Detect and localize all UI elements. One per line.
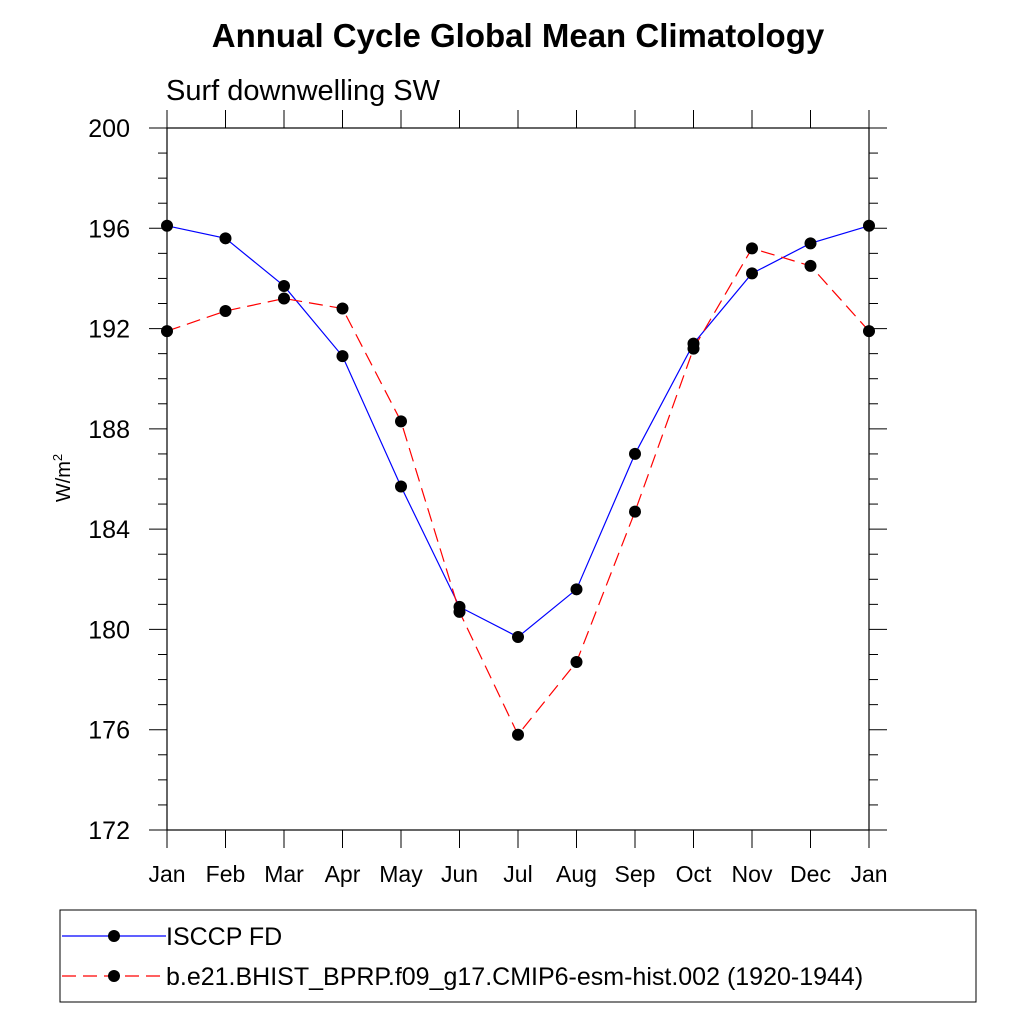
x-tick-labels: Jan Feb Mar Apr May Jun Jul Aug Sep Oct Nov Dec Jan (148, 861, 887, 887)
y-tick-label: 176 (88, 717, 130, 745)
y-tick-label: 188 (88, 416, 130, 444)
data-point-series-2 (687, 342, 700, 355)
chart-subtitle: Surf downwelling SW (166, 75, 441, 107)
x-tick-label: Aug (556, 861, 597, 887)
data-point-series-2 (219, 305, 232, 318)
data-point-series-1 (278, 279, 290, 292)
series-layer (161, 219, 875, 741)
data-point-series-1 (512, 630, 524, 643)
y-axis-label: W/m2 (50, 454, 75, 502)
data-point-series-2 (570, 656, 583, 669)
y-tick-label: 172 (88, 817, 130, 845)
data-point-series-2 (395, 415, 407, 428)
x-tick-label: May (379, 861, 423, 887)
data-point-series-1 (161, 219, 173, 232)
data-point-series-2 (629, 505, 641, 518)
data-point-series-2 (336, 302, 349, 315)
data-point-series-1 (629, 447, 641, 460)
x-tick-label: Apr (325, 861, 361, 887)
data-point-series-2 (278, 292, 290, 305)
data-point-series-1 (804, 237, 817, 250)
data-point-series-1 (863, 219, 875, 232)
series-line-1 (166, 225, 870, 638)
y-axis-label-text: W/m (53, 461, 75, 502)
legend-box (59, 909, 977, 1003)
x-tick-label: Mar (264, 861, 304, 887)
y-tick-label: 192 (88, 316, 130, 344)
data-point-series-1 (395, 480, 407, 493)
legend-label-1: ISCCP FD (166, 923, 282, 951)
axis-ticks (149, 110, 887, 848)
y-tick-label: 184 (88, 516, 130, 544)
data-point-series-2 (453, 605, 466, 618)
x-tick-label: Oct (676, 861, 712, 887)
svg-text:W/m2: W/m2 (50, 454, 75, 502)
x-tick-label: Feb (206, 861, 246, 887)
legend-marker-1 (108, 930, 120, 942)
legend-label-2: b.e21.BHIST_BPRP.f09_g17.CMIP6-esm-hist.… (166, 963, 863, 991)
plot-frame (166, 127, 870, 831)
x-tick-label: Nov (732, 861, 773, 887)
data-point-series-2 (161, 325, 173, 338)
data-point-series-1 (570, 583, 583, 596)
x-tick-label: Jan (850, 861, 887, 887)
data-point-series-2 (512, 728, 524, 741)
data-point-series-1 (746, 267, 758, 280)
data-point-series-2 (804, 259, 817, 272)
chart-title: Annual Cycle Global Mean Climatology (212, 17, 825, 54)
x-tick-label: Jan (148, 861, 185, 887)
x-tick-label: Jul (503, 861, 532, 887)
y-tick-label: 180 (88, 616, 130, 644)
y-tick-label: 200 (88, 115, 130, 143)
x-tick-label: Jun (441, 861, 478, 887)
data-point-series-2 (863, 325, 875, 338)
data-point-series-1 (336, 350, 349, 363)
series-line-2 (166, 247, 870, 736)
data-point-series-1 (219, 232, 232, 245)
y-tick-label: 196 (88, 215, 130, 243)
data-point-series-2 (746, 242, 758, 255)
x-tick-label: Sep (615, 861, 656, 887)
legend-marker-2 (108, 970, 120, 982)
legend: ISCCP FD b.e21.BHIST_BPRP.f09_g17.CMIP6-e… (62, 923, 863, 991)
y-axis-label-superscript: 2 (50, 454, 65, 461)
x-tick-label: Dec (790, 861, 831, 887)
y-tick-labels: 172 176 180 184 188 192 196 200 (88, 115, 130, 845)
